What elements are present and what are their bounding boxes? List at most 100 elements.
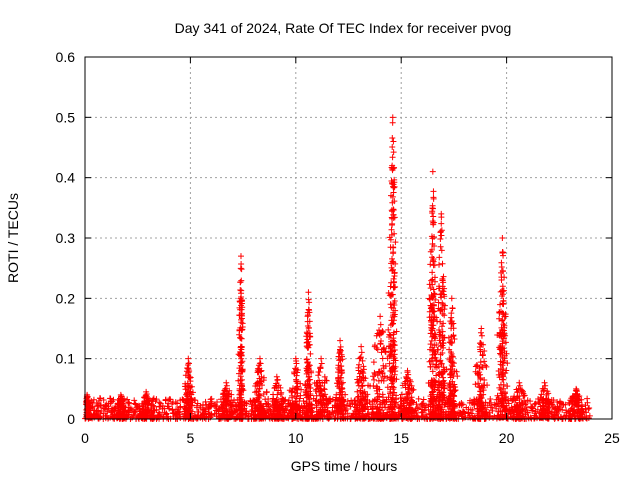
data-point [224, 391, 231, 398]
data-point [159, 402, 166, 409]
data-point [213, 413, 220, 420]
data-point [334, 414, 341, 421]
data-point [389, 162, 396, 169]
data-point [458, 411, 465, 418]
data-point [453, 368, 460, 375]
data-point [375, 368, 382, 375]
data-point [448, 340, 455, 347]
data-point [349, 412, 356, 419]
data-point [380, 377, 387, 384]
data-point [98, 407, 105, 414]
data-point [96, 395, 103, 402]
data-point [435, 408, 442, 415]
data-point [257, 360, 264, 367]
data-point [238, 343, 245, 350]
data-point [496, 310, 503, 317]
data-point [474, 405, 481, 412]
data-point [419, 408, 426, 415]
data-point [498, 269, 505, 276]
data-point [518, 388, 525, 395]
data-point [532, 400, 539, 407]
data-point [336, 357, 343, 364]
data-point [314, 400, 321, 407]
data-point [374, 390, 381, 397]
data-point [339, 391, 346, 398]
data-point [463, 404, 470, 411]
data-point [288, 409, 295, 416]
data-point [338, 402, 345, 409]
data-point [500, 298, 507, 305]
data-point [436, 261, 443, 268]
data-point [335, 362, 342, 369]
data-point [361, 400, 368, 407]
data-point [389, 119, 396, 126]
data-point [103, 412, 110, 419]
data-point [253, 388, 260, 395]
data-point [142, 401, 149, 408]
data-point [392, 260, 399, 267]
data-point [541, 379, 548, 386]
data-point [388, 396, 395, 403]
data-point [292, 365, 299, 372]
data-point [117, 395, 124, 402]
data-point [441, 385, 448, 392]
data-point [155, 412, 162, 419]
data-point [273, 396, 280, 403]
data-point [243, 401, 250, 408]
data-point [389, 154, 396, 161]
data-point [385, 290, 392, 297]
data-point [429, 168, 436, 175]
data-point [437, 318, 444, 325]
data-point [497, 308, 504, 315]
data-point [388, 226, 395, 233]
data-point [438, 294, 445, 301]
data-point [334, 408, 341, 415]
data-point [533, 412, 540, 419]
data-point [430, 188, 437, 195]
grid-lines [85, 57, 612, 419]
data-point [478, 325, 485, 332]
data-point [389, 220, 396, 227]
data-point [370, 359, 377, 366]
data-point [438, 360, 445, 367]
data-point [238, 394, 245, 401]
data-point [380, 413, 387, 420]
data-point [419, 400, 426, 407]
data-point [473, 362, 480, 369]
data-point [391, 230, 398, 237]
data-point [529, 405, 536, 412]
data-point [415, 395, 422, 402]
data-point [440, 320, 447, 327]
data-point [223, 382, 230, 389]
y-tick-label: 0.3 [56, 230, 76, 246]
data-point [222, 385, 229, 392]
data-point [347, 403, 354, 410]
data-point [142, 393, 149, 400]
data-point [305, 289, 312, 296]
data-point [258, 401, 265, 408]
data-point [319, 408, 326, 415]
data-point [390, 317, 397, 324]
data-point [392, 400, 399, 407]
data-point [571, 413, 578, 420]
data-point [134, 404, 141, 411]
data-point [555, 415, 562, 422]
axis-ticks: 0 5 10 15 20 25 0 0.1 0.2 0.3 0.4 0.5 0.6 [56, 49, 620, 446]
data-point [390, 279, 397, 286]
data-point [405, 389, 412, 396]
data-point [446, 370, 453, 377]
data-point [437, 333, 444, 340]
data-point [337, 343, 344, 350]
data-point [256, 355, 263, 362]
data-point [358, 383, 365, 390]
data-point [387, 301, 394, 308]
data-point [451, 335, 458, 342]
data-point [352, 415, 359, 422]
data-point [429, 397, 436, 404]
data-point [435, 299, 442, 306]
data-point [391, 302, 398, 309]
data-point [500, 385, 507, 392]
data-point [531, 401, 538, 408]
data-point [237, 286, 244, 293]
data-point [498, 366, 505, 373]
